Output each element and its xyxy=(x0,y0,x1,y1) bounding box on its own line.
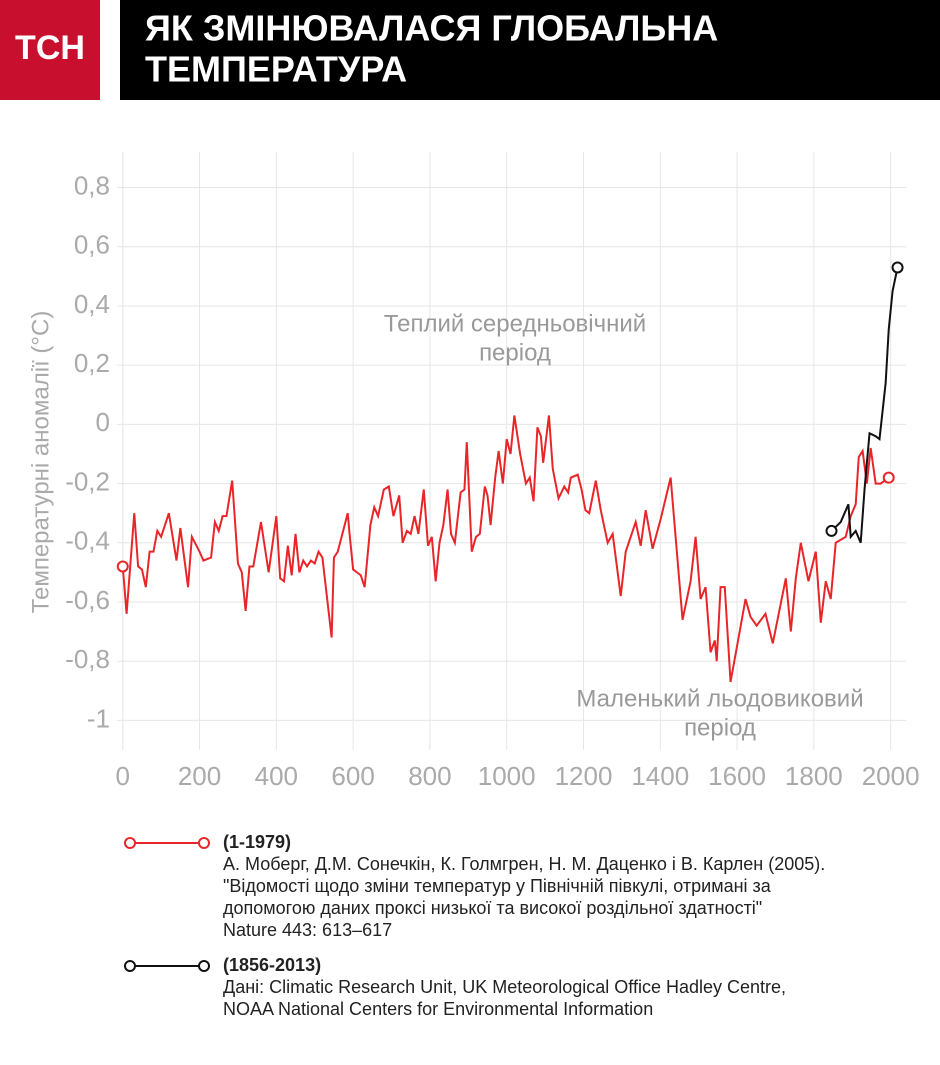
annotation: Теплий середньовічний xyxy=(384,310,646,337)
y-tick-label: -0,8 xyxy=(65,644,110,674)
legend-source: допомогою даних проксі низької та високо… xyxy=(223,898,762,918)
y-tick-label: 0,4 xyxy=(74,289,110,319)
y-tick-label: -0,2 xyxy=(65,466,110,496)
x-tick-label: 200 xyxy=(178,761,221,791)
end-marker xyxy=(891,261,904,274)
y-tick-label: 0 xyxy=(96,407,110,437)
legend-marker xyxy=(124,837,136,849)
x-tick-label: 0 xyxy=(116,761,130,791)
x-tick-label: 1800 xyxy=(785,761,843,791)
x-tick-label: 600 xyxy=(331,761,374,791)
y-tick-label: 0,8 xyxy=(74,170,110,200)
legend-source: Nature 443: 613–617 xyxy=(223,920,392,940)
legend-marker xyxy=(124,960,136,972)
series-line xyxy=(121,415,890,683)
x-tick-label: 2000 xyxy=(862,761,920,791)
x-tick-label: 800 xyxy=(408,761,451,791)
legend-marker xyxy=(198,960,210,972)
legend-name: (1-1979) xyxy=(223,832,291,852)
y-tick-label: 0,6 xyxy=(74,230,110,260)
x-tick-label: 1200 xyxy=(555,761,613,791)
annotation: період xyxy=(479,339,551,366)
y-tick-label: -0,6 xyxy=(65,585,110,615)
title: ТЕМПЕРАТУРА xyxy=(145,49,407,90)
title-box xyxy=(120,0,940,100)
legend-source: Дані: Climatic Research Unit, UK Meteoro… xyxy=(223,977,786,997)
legend-name: (1856-2013) xyxy=(223,955,321,975)
title: ЯК ЗМІНЮВАЛАСЯ ГЛОБАЛЬНА xyxy=(145,8,718,49)
annotation: Маленький льодовиковий xyxy=(576,685,863,712)
series-line xyxy=(830,267,899,544)
x-tick-label: 1000 xyxy=(478,761,536,791)
end-marker xyxy=(825,524,838,537)
y-tick-label: -1 xyxy=(87,703,110,733)
y-tick-label: 0,2 xyxy=(74,348,110,378)
logo-box xyxy=(0,0,100,100)
y-tick-label: -0,4 xyxy=(65,526,110,556)
annotation: період xyxy=(684,714,756,741)
x-tick-label: 1400 xyxy=(631,761,689,791)
legend-marker xyxy=(198,837,210,849)
legend-source: А. Моберг, Д.М. Сонечкін, К. Голмгрен, Н… xyxy=(223,854,825,874)
x-tick-label: 400 xyxy=(255,761,298,791)
end-marker xyxy=(882,471,895,484)
logo: ТСН xyxy=(15,29,85,67)
x-tick-label: 1600 xyxy=(708,761,766,791)
end-marker xyxy=(116,560,129,573)
y-axis-label: Температурні аномалії (°C) xyxy=(27,311,54,614)
legend-source: "Відомості щодо зміни температур у Півні… xyxy=(223,876,772,896)
legend-source: NOAA National Centers for Environmental … xyxy=(223,999,653,1019)
